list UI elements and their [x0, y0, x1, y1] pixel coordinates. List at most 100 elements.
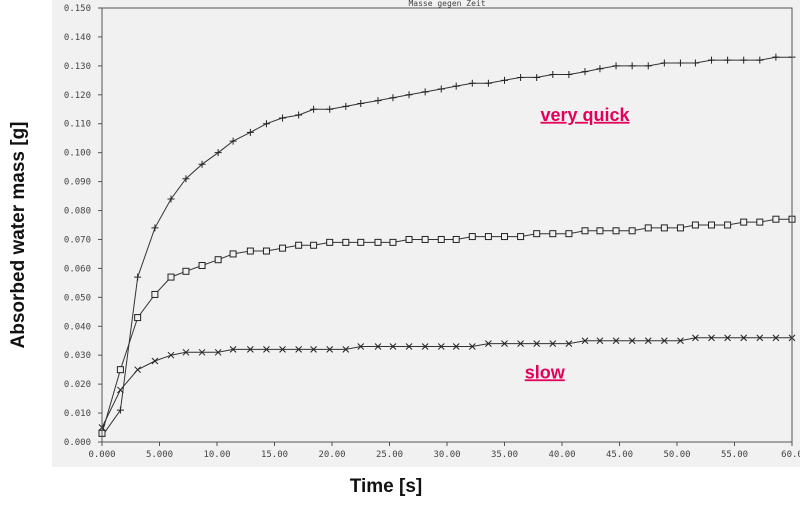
- data-point: [182, 267, 190, 275]
- y-tick-label: 0.080: [64, 207, 91, 217]
- chart-title: Masse gegen Zeit: [408, 0, 485, 8]
- data-point: [134, 366, 142, 374]
- series-markers-x: [98, 334, 796, 431]
- data-point: [421, 343, 429, 350]
- data-point: [182, 348, 190, 356]
- data-point: [565, 230, 573, 238]
- data-point: [612, 227, 620, 235]
- data-point: [501, 233, 508, 241]
- data-point: [310, 346, 317, 353]
- data-point: [310, 241, 318, 249]
- data-point: [389, 94, 397, 102]
- axis-ticks: 0.000 5.000 10.00 15.00 20.00 25.00 30.00 35.00…: [64, 4, 800, 460]
- data-point: [484, 233, 492, 241]
- data-point: [421, 235, 429, 243]
- y-tick-label: 0.130: [64, 62, 91, 72]
- data-point: [214, 348, 222, 356]
- series-line-x: [101, 337, 792, 428]
- data-point: [405, 343, 413, 350]
- annotation-label: slow: [525, 362, 566, 382]
- data-point: [549, 340, 557, 347]
- data-point: [117, 386, 124, 394]
- annotations: very quick slow: [525, 105, 631, 383]
- x-tick-label: 35.00: [491, 450, 518, 460]
- data-point: [198, 262, 206, 270]
- data-point: [517, 73, 525, 81]
- x-tick-label: 40.00: [548, 450, 575, 460]
- data-point: [581, 227, 589, 235]
- data-point: [628, 227, 636, 235]
- data-point: [342, 102, 350, 110]
- data-point: [279, 244, 287, 252]
- y-tick-label: 0.070: [64, 235, 91, 245]
- data-point: [644, 62, 652, 70]
- data-point: [214, 256, 222, 264]
- data-point: [374, 97, 382, 105]
- data-point: [676, 59, 684, 67]
- data-point: [660, 59, 668, 67]
- annotation-label: very quick: [540, 105, 630, 125]
- data-point: [676, 224, 684, 232]
- x-tick-label: 10.00: [203, 450, 230, 460]
- data-point: [756, 56, 764, 64]
- data-point: [468, 79, 476, 87]
- chart-background: [52, 0, 800, 467]
- data-point: [501, 76, 508, 84]
- data-point: [134, 273, 142, 281]
- data-point: [198, 348, 206, 356]
- data-point: [389, 238, 397, 246]
- data-point: [628, 62, 636, 70]
- data-point: [452, 343, 460, 350]
- data-point: [596, 337, 604, 345]
- data-point: [452, 235, 460, 243]
- data-point: [262, 247, 270, 255]
- data-point: [421, 88, 429, 96]
- data-point: [167, 195, 175, 203]
- data-point: [295, 241, 303, 249]
- data-point: [692, 334, 699, 342]
- data-point: [724, 334, 731, 342]
- x-tick-label: 25.00: [376, 450, 403, 460]
- y-tick-label: 0.000: [64, 438, 91, 448]
- data-point: [740, 334, 748, 342]
- data-point: [581, 68, 589, 76]
- data-point: [405, 235, 413, 243]
- data-point: [772, 53, 780, 61]
- data-point: [151, 224, 159, 232]
- data-point: [295, 346, 303, 353]
- data-point: [167, 351, 175, 359]
- data-point: [517, 340, 524, 347]
- x-tick-label: 45.00: [606, 450, 633, 460]
- data-point: [263, 346, 270, 353]
- x-tick-label: 55.00: [721, 450, 748, 460]
- data-point: [533, 340, 541, 347]
- data-point: [660, 337, 668, 345]
- data-point: [326, 346, 334, 353]
- data-point: [198, 160, 206, 168]
- data-point: [612, 62, 620, 70]
- plot-area-border: [101, 7, 793, 443]
- y-tick-label: 0.140: [64, 33, 91, 43]
- data-point: [533, 73, 541, 81]
- data-point: [772, 334, 780, 342]
- y-tick-label: 0.010: [64, 409, 91, 419]
- data-point: [565, 340, 573, 347]
- x-tick-label: 50.00: [663, 450, 690, 460]
- x-tick-label: 20.00: [318, 450, 345, 460]
- x-tick-label: 60.0: [781, 450, 800, 460]
- data-point: [279, 114, 287, 122]
- data-point: [229, 137, 237, 145]
- data-point: [596, 65, 604, 73]
- data-point: [724, 56, 732, 64]
- data-point: [468, 343, 476, 350]
- data-point: [756, 218, 764, 226]
- y-tick-label: 0.110: [64, 120, 91, 130]
- y-axis-label: Absorbed water mass [g]: [8, 122, 29, 349]
- data-point: [485, 340, 492, 347]
- data-point: [644, 337, 652, 345]
- data-point: [708, 221, 715, 229]
- data-point: [246, 346, 254, 353]
- data-point: [565, 71, 573, 79]
- data-point: [708, 334, 715, 342]
